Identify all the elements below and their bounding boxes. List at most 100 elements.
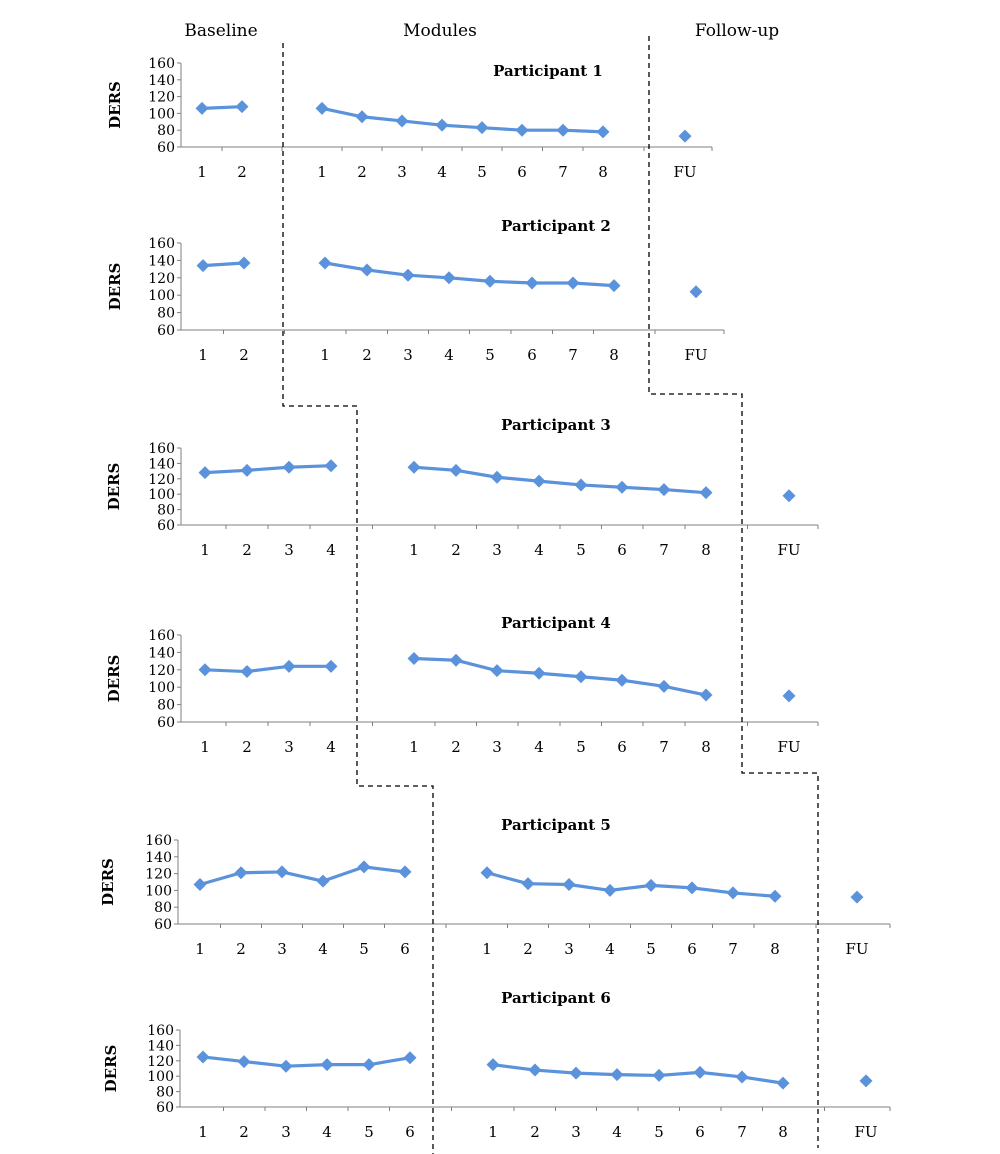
modules-data-point xyxy=(449,463,463,477)
modules-data-point xyxy=(490,664,504,678)
panel-title: Participant 6 xyxy=(501,989,611,1007)
baseline-data-point xyxy=(320,1058,334,1072)
x-tick-label: 4 xyxy=(534,738,544,756)
x-tick-label: 8 xyxy=(609,346,619,364)
baseline-series-line xyxy=(204,664,331,674)
x-tick-label: 4 xyxy=(318,940,328,958)
baseline-data-point xyxy=(398,865,412,879)
modules-data-point xyxy=(768,889,782,903)
x-tick-label: 3 xyxy=(403,346,413,364)
y-tick-label: 80 xyxy=(157,698,175,714)
x-tick-label: 3 xyxy=(492,738,502,756)
y-tick-label: 160 xyxy=(148,441,175,457)
x-tick-label: 4 xyxy=(444,346,454,364)
modules-series-line xyxy=(324,261,615,288)
x-tick-label: 3 xyxy=(281,1123,291,1141)
baseline-data-point xyxy=(235,100,249,114)
modules-data-point xyxy=(490,470,504,484)
x-tick-label: 2 xyxy=(236,940,246,958)
x-tick-label: 4 xyxy=(326,541,336,559)
modules-data-point xyxy=(318,256,332,270)
x-tick-label: 5 xyxy=(485,346,495,364)
x-tick-label: 1 xyxy=(320,346,330,364)
y-tick-label: 100 xyxy=(148,487,175,503)
y-tick-label: 80 xyxy=(157,503,175,519)
baseline-series-line xyxy=(201,105,243,110)
x-tick-label: 6 xyxy=(617,541,627,559)
y-tick-label: 100 xyxy=(148,106,175,122)
y-axis-label: DERS xyxy=(99,858,117,906)
modules-data-point xyxy=(615,480,629,494)
y-axis-label: DERS xyxy=(105,655,123,703)
modules-data-point xyxy=(449,653,463,667)
y-tick-label: 140 xyxy=(147,1038,174,1054)
modules-data-point xyxy=(442,271,456,285)
x-tick-label: 4 xyxy=(612,1123,622,1141)
x-tick-label: 8 xyxy=(778,1123,788,1141)
x-tick-label: 5 xyxy=(359,940,369,958)
modules-data-point xyxy=(574,670,588,684)
y-tick-label: 140 xyxy=(145,850,172,866)
x-tick-label: 3 xyxy=(284,541,294,559)
baseline-series-line xyxy=(202,261,245,268)
followup-data-point xyxy=(859,1074,873,1088)
x-tick-label: 5 xyxy=(576,541,586,559)
y-tick-label: 80 xyxy=(157,123,175,139)
y-axis-label: DERS xyxy=(106,263,124,311)
x-tick-label: 5 xyxy=(576,738,586,756)
x-tick-label: 7 xyxy=(558,163,568,181)
followup-data-point xyxy=(678,129,692,143)
x-tick-label: 2 xyxy=(362,346,372,364)
baseline-data-point xyxy=(403,1051,417,1065)
y-tick-label: 100 xyxy=(148,680,175,696)
baseline-data-point xyxy=(316,874,330,888)
baseline-data-point xyxy=(324,459,338,473)
modules-data-point xyxy=(566,276,580,290)
x-tick-label: 7 xyxy=(737,1123,747,1141)
modules-data-point xyxy=(395,114,409,128)
y-tick-label: 140 xyxy=(148,73,175,89)
x-tick-label: 1 xyxy=(482,940,492,958)
baseline-data-point xyxy=(357,860,371,874)
baseline-data-point xyxy=(237,256,251,270)
baseline-data-point xyxy=(324,659,338,673)
modules-data-point xyxy=(407,651,421,665)
baseline-data-point xyxy=(362,1058,376,1072)
x-tick-label: 1 xyxy=(317,163,327,181)
y-tick-label: 60 xyxy=(154,917,172,933)
x-tick-label: 7 xyxy=(659,541,669,559)
followup-data-point xyxy=(782,489,796,503)
x-tick-label: 3 xyxy=(564,940,574,958)
x-tick-label: 6 xyxy=(527,346,537,364)
y-tick-label: 120 xyxy=(148,271,175,287)
x-tick-label: 2 xyxy=(237,163,247,181)
x-tick-label: 2 xyxy=(242,541,252,559)
x-tick-label: 1 xyxy=(197,163,207,181)
x-tick-label: 7 xyxy=(568,346,578,364)
modules-data-point xyxy=(735,1070,749,1084)
x-tick-label: 8 xyxy=(701,738,711,756)
panel-title: Participant 5 xyxy=(501,816,611,834)
y-tick-label: 60 xyxy=(156,1100,174,1116)
modules-data-point xyxy=(693,1065,707,1079)
followup-data-point xyxy=(782,689,796,703)
y-tick-label: 120 xyxy=(145,867,172,883)
y-axis-label: DERS xyxy=(102,1045,120,1093)
x-tick-label: 6 xyxy=(617,738,627,756)
y-axis-label: DERS xyxy=(105,463,123,511)
x-tick-label: 5 xyxy=(364,1123,374,1141)
y-tick-label: 160 xyxy=(148,236,175,252)
modules-data-point xyxy=(603,883,617,897)
baseline-data-point xyxy=(196,259,210,273)
y-tick-label: 160 xyxy=(148,56,175,72)
x-tick-label: 3 xyxy=(397,163,407,181)
y-tick-label: 140 xyxy=(148,456,175,472)
baseline-data-point xyxy=(275,865,289,879)
followup-data-point xyxy=(850,890,864,904)
x-tick-label: FU xyxy=(854,1123,877,1141)
baseline-data-point xyxy=(196,1050,210,1064)
x-tick-label: 2 xyxy=(530,1123,540,1141)
